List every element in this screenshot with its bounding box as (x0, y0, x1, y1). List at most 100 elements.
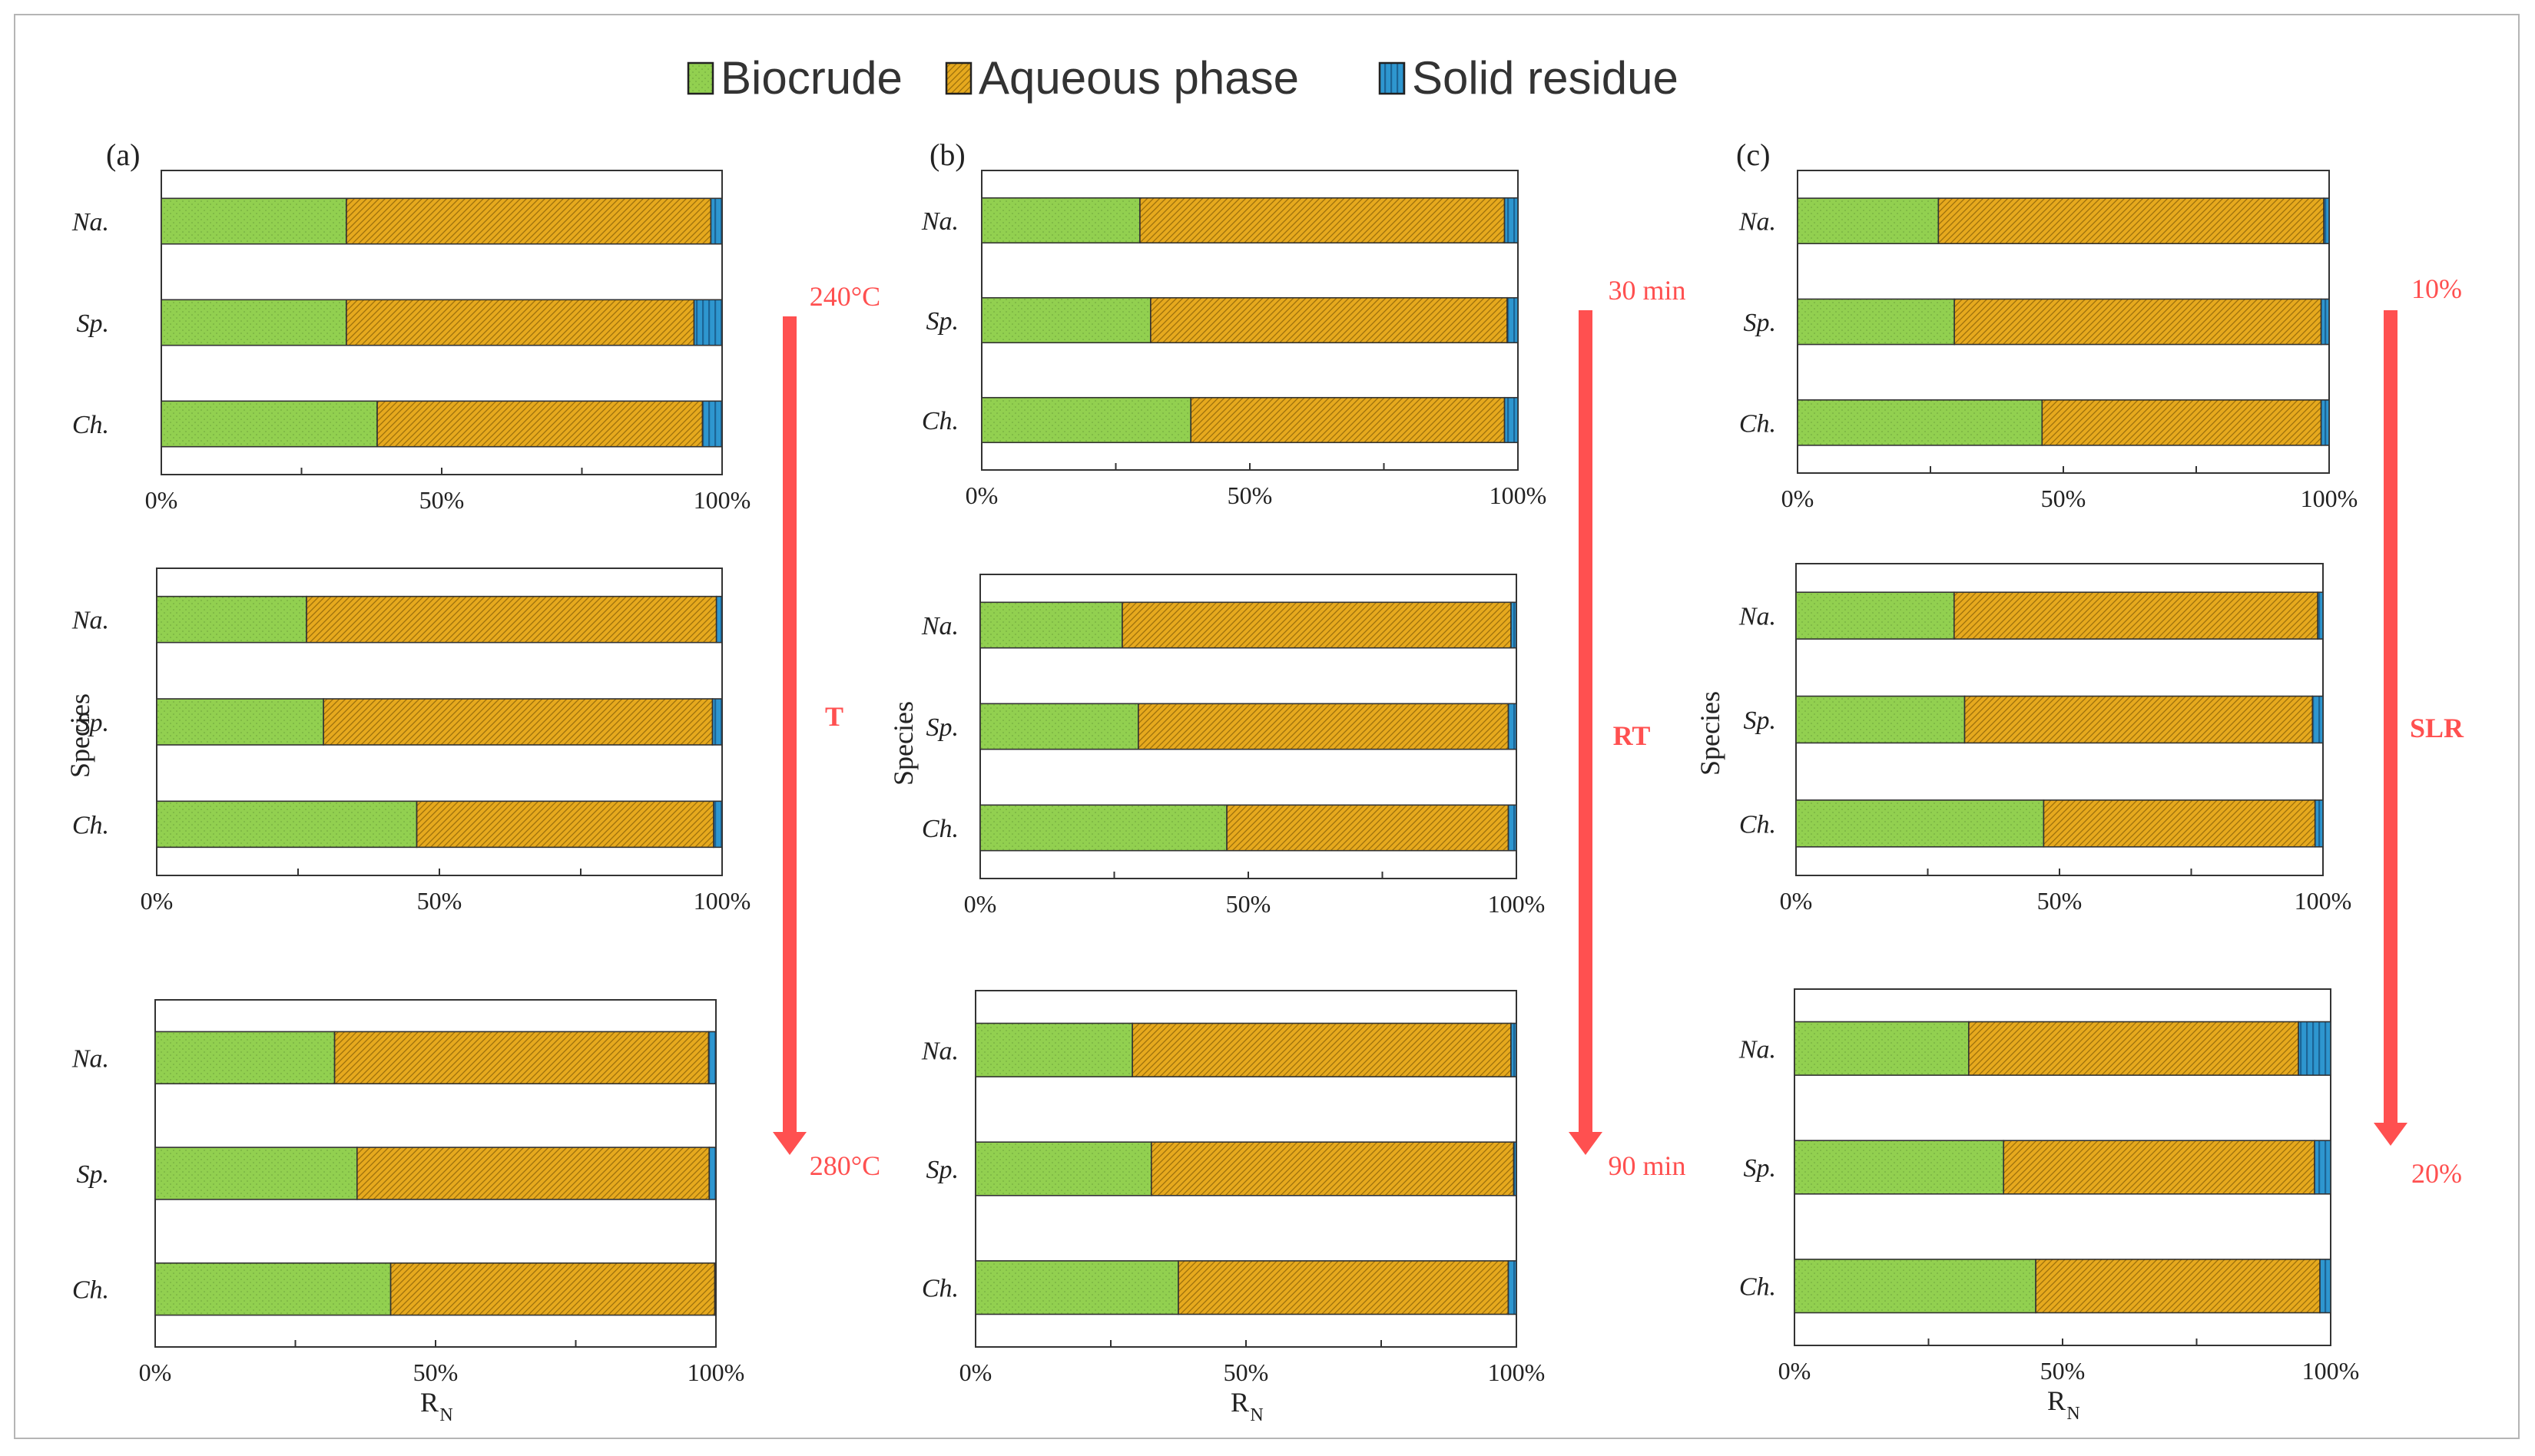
bar-solid-residue-ch (1503, 396, 1519, 444)
legend-swatch-solid-residue (1378, 61, 1406, 95)
panel-label: (a) (106, 137, 140, 172)
bar-solid-residue-sp (711, 698, 723, 746)
y-axis-label: Species (65, 693, 95, 778)
bar-biocrude-na (154, 1031, 336, 1085)
condition-end-label: 20% (2411, 1158, 2462, 1189)
bar-solid-residue-sp (2320, 298, 2330, 346)
condition-start-label: 30 min (1608, 275, 1685, 306)
bar-aqueous-phase-sp (323, 698, 714, 746)
x-axis-label: R (420, 1387, 439, 1418)
panel-c-2: Na. Sp. Ch. 0% 50% 100% Species (1695, 563, 2351, 915)
condition-arrow-rt: 30 min RT 90 min (1569, 275, 1686, 1181)
bar-solid-residue-na (707, 1031, 717, 1085)
arrow-shaft (1579, 310, 1592, 1135)
x-tick-label: 50% (1226, 890, 1271, 918)
x-tick-label: 0% (1780, 887, 1813, 915)
x-tick-label: 50% (2040, 1357, 2086, 1385)
x-tick-label: 0% (964, 890, 997, 918)
legend-swatch-aqueous-phase (945, 61, 973, 95)
bar-solid-residue-na (715, 595, 723, 644)
bar-biocrude-na (1795, 591, 1955, 640)
arrow-shaft (783, 316, 797, 1135)
x-axis-label-subscript: N (1250, 1405, 1263, 1425)
bar-biocrude-na (979, 601, 1123, 649)
bar-solid-residue-sp (1513, 1141, 1517, 1196)
bar-aqueous-phase-na (306, 595, 717, 644)
category-label-sp: Sp. (1744, 706, 1777, 735)
x-axis-label-subscript: N (2066, 1404, 2079, 1424)
bar-biocrude-sp (1794, 1140, 2005, 1195)
x-tick-label: 0% (1781, 485, 1814, 512)
bar-biocrude-ch (161, 400, 378, 448)
category-label-ch: Ch. (72, 811, 109, 839)
category-label-sp: Sp. (1744, 309, 1777, 337)
x-tick-label: 50% (1224, 1358, 1269, 1386)
category-label-na: Na. (921, 612, 959, 640)
x-tick-label: 100% (2302, 1357, 2360, 1385)
bar-aqueous-phase-sp (356, 1147, 711, 1200)
bar-biocrude-na (161, 197, 347, 245)
bar-aqueous-phase-na (1139, 197, 1506, 244)
bar-biocrude-ch (1797, 399, 2043, 446)
category-label-sp: Sp. (77, 709, 110, 737)
arrow-head (1569, 1132, 1602, 1155)
x-tick-label: 0% (139, 1358, 172, 1386)
bar-aqueous-phase-sp (346, 299, 695, 346)
category-label-ch: Ch. (1739, 810, 1776, 839)
bar-solid-residue-ch (1507, 804, 1517, 852)
bar-aqueous-phase-ch (2041, 399, 2322, 446)
x-tick-label: 50% (2041, 485, 2086, 512)
bar-solid-residue-na (1510, 601, 1517, 649)
bar-solid-residue-na (2323, 197, 2330, 245)
x-tick-label: 100% (1488, 1358, 1546, 1386)
y-axis-label: Species (1695, 691, 1725, 776)
x-tick-label: 50% (417, 887, 462, 915)
legend-label-solid-residue: Solid residue (1412, 52, 1678, 104)
bar-biocrude-sp (975, 1141, 1152, 1196)
bar-aqueous-phase-sp (1151, 1141, 1515, 1196)
bar-aqueous-phase-na (1132, 1022, 1512, 1077)
condition-start-label: 240°C (810, 281, 880, 312)
category-label-ch: Ch. (922, 815, 959, 843)
category-label-ch: Ch. (72, 1276, 109, 1305)
category-label-na: Na. (921, 1037, 959, 1065)
bar-solid-residue-na (2317, 591, 2324, 640)
category-label-ch: Ch. (1739, 1273, 1776, 1302)
x-tick-label: 50% (419, 486, 465, 514)
bar-biocrude-sp (1795, 695, 1966, 744)
column-b: (b) Na. Sp. Ch. 0% 50% 100% Na. Sp. Ch. 0% 50% 100% S… (888, 137, 1686, 1425)
x-tick-label: 100% (688, 1358, 745, 1386)
bar-aqueous-phase-ch (416, 800, 714, 849)
bar-aqueous-phase-ch (1226, 804, 1509, 852)
bar-solid-residue-sp (2314, 1140, 2331, 1195)
bar-biocrude-na (1794, 1021, 1970, 1076)
figure-frame (14, 14, 2520, 1439)
bar-biocrude-ch (975, 1260, 1179, 1315)
x-tick-label: 0% (1778, 1357, 1811, 1385)
panel-b-3: Na. Sp. Ch. 0% 50% 100% R N (921, 990, 1546, 1425)
panel-a-3: Na. Sp. Ch. 0% 50% 100% R N (71, 999, 745, 1425)
bar-aqueous-phase-na (1953, 591, 2318, 640)
bar-aqueous-phase-ch (2043, 799, 2316, 848)
panel-label: (b) (930, 137, 966, 172)
bar-solid-residue-ch (701, 400, 723, 448)
category-label-na: Na. (1738, 603, 1776, 631)
bar-biocrude-ch (1794, 1259, 2036, 1314)
bar-biocrude-sp (1797, 298, 1955, 346)
x-tick-label: 0% (966, 481, 999, 509)
condition-start-label: 10% (2411, 273, 2462, 304)
bar-biocrude-sp (161, 299, 347, 346)
category-label-na: Na. (71, 208, 109, 237)
bar-solid-residue-ch (713, 800, 723, 849)
x-tick-label: 100% (1488, 890, 1546, 918)
condition-variable-label: RT (1613, 720, 1651, 751)
bar-biocrude-ch (979, 804, 1228, 852)
bar-biocrude-ch (981, 396, 1192, 444)
bar-aqueous-phase-sp (2003, 1140, 2315, 1195)
bar-biocrude-sp (154, 1147, 358, 1200)
category-label-na: Na. (71, 607, 109, 635)
legend-label-biocrude: Biocrude (721, 52, 903, 104)
bar-solid-residue-ch (2320, 399, 2330, 446)
bar-aqueous-phase-sp (1138, 703, 1509, 750)
